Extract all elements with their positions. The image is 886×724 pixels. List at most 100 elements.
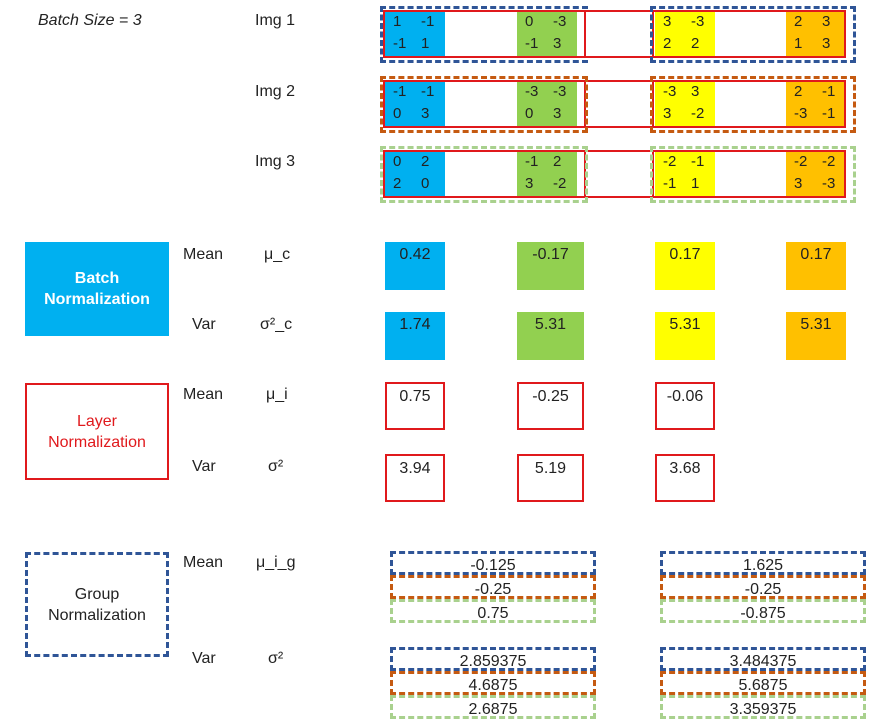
feature-map-value: -1 [525, 35, 539, 52]
feature-map-value: 1 [691, 175, 700, 192]
bn-var-c1: 1.74 [385, 312, 445, 360]
gn-mean-g1-img2: -0.25 [390, 575, 596, 599]
img3-label: Img 3 [255, 153, 296, 170]
layer-norm-box-img1-left [383, 10, 586, 58]
feature-map-value: 1 [421, 35, 430, 52]
feature-map-cell: -1 -1 0 3 [385, 82, 445, 126]
bn-mean-label: Mean [183, 246, 224, 263]
batch-size-label: Batch Size = 3 [38, 12, 142, 29]
feature-map-cell: -2 -1 -1 1 [655, 152, 715, 196]
feature-map-value: 0 [525, 105, 534, 122]
ln-var-img1: 3.94 [385, 454, 445, 502]
feature-map-cell: -1 2 3 -2 [517, 152, 577, 196]
feature-map-value: 2 [421, 153, 430, 170]
feature-map-value: 2 [691, 35, 700, 52]
bn-var-c4: 5.31 [786, 312, 846, 360]
layer-norm-title: Layer Normalization [25, 383, 169, 480]
feature-map-value: 3 [663, 13, 672, 30]
gn-mean-g1-img3: 0.75 [390, 599, 596, 623]
feature-map-value: 2 [393, 175, 402, 192]
feature-map-value: -2 [691, 105, 705, 122]
feature-map-value: -3 [822, 175, 836, 192]
feature-map-value: 3 [691, 83, 700, 100]
ln-mean-img3: -0.06 [655, 382, 715, 430]
ln-mean-img2: -0.25 [517, 382, 584, 430]
gn-mean-g2-img2: -0.25 [660, 575, 866, 599]
gn-var-g2-img2: 5.6875 [660, 671, 866, 695]
feature-map-value: -2 [553, 175, 567, 192]
ln-var-symbol: σ² [268, 458, 284, 475]
layer-norm-line-img2 [586, 80, 652, 128]
feature-map-value: -2 [822, 153, 836, 170]
ln-mean-label: Mean [183, 386, 224, 403]
feature-map-value: -3 [553, 13, 567, 30]
batch-norm-title: Batch Normalization [25, 242, 169, 336]
ln-mean-symbol: μ_i [266, 386, 288, 403]
feature-map-value: 2 [553, 153, 562, 170]
gn-mean-g2-img3: -0.875 [660, 599, 866, 623]
feature-map-value: -1 [421, 13, 435, 30]
feature-map-value: -1 [393, 35, 407, 52]
feature-map-cell: 2 3 1 3 [786, 12, 846, 56]
bn-var-symbol: σ²_c [260, 316, 293, 333]
feature-map-value: -3 [525, 83, 539, 100]
gn-var-g1-img3: 2.6875 [390, 695, 596, 719]
layer-norm-line-img3 [586, 150, 652, 198]
feature-map-value: 3 [553, 105, 562, 122]
feature-map-value: 0 [525, 13, 534, 30]
feature-map-value: 0 [393, 105, 402, 122]
gn-var-g1-img1: 2.859375 [390, 647, 596, 671]
bn-var-label: Var [192, 316, 216, 333]
ln-var-img3: 3.68 [655, 454, 715, 502]
gn-var-g2-img1: 3.484375 [660, 647, 866, 671]
group-box-img2-g1 [380, 76, 588, 133]
feature-map-value: -1 [822, 83, 836, 100]
group-box-img1-g2 [650, 6, 856, 63]
feature-map-value: -1 [822, 105, 836, 122]
layer-norm-box-img3-right [652, 150, 846, 198]
feature-map-value: -3 [663, 83, 677, 100]
feature-map-value: -3 [691, 13, 705, 30]
feature-map-value: -3 [553, 83, 567, 100]
feature-map-cell: 0 -3 -1 3 [517, 12, 577, 56]
feature-map-value: -1 [421, 83, 435, 100]
bn-mean-c1: 0.42 [385, 242, 445, 290]
feature-map-cell: 0 2 2 0 [385, 152, 445, 196]
bn-mean-c2: -0.17 [517, 242, 584, 290]
ln-var-img2: 5.19 [517, 454, 584, 502]
feature-map-value: 0 [393, 153, 402, 170]
gn-var-label: Var [192, 650, 216, 667]
img1-label: Img 1 [255, 12, 296, 29]
group-box-img1-g1 [380, 6, 588, 63]
feature-map-value: 1 [393, 13, 402, 30]
layer-norm-line-img1 [586, 10, 652, 58]
feature-map-value: 2 [794, 13, 803, 30]
group-norm-title: Group Normalization [25, 552, 169, 657]
gn-mean-symbol: μ_i_g [256, 554, 296, 571]
bn-mean-c4: 0.17 [786, 242, 846, 290]
group-box-img3-g2 [650, 146, 856, 203]
gn-mean-label: Mean [183, 554, 224, 571]
feature-map-value: 3 [553, 35, 562, 52]
feature-map-cell: 1 -1 -1 1 [385, 12, 445, 56]
feature-map-value: 3 [663, 105, 672, 122]
gn-mean-g1-img1: -0.125 [390, 551, 596, 575]
gn-mean-g2-img1: 1.625 [660, 551, 866, 575]
feature-map-value: 3 [822, 13, 831, 30]
bn-mean-symbol: μ_c [264, 246, 291, 263]
gn-var-symbol: σ² [268, 650, 284, 667]
feature-map-value: 3 [794, 175, 803, 192]
bn-var-c2: 5.31 [517, 312, 584, 360]
img2-label: Img 2 [255, 83, 296, 100]
feature-map-value: 3 [525, 175, 534, 192]
feature-map-cell: -3 -3 0 3 [517, 82, 577, 126]
feature-map-value: 0 [421, 175, 430, 192]
group-box-img2-g2 [650, 76, 856, 133]
feature-map-value: 1 [794, 35, 803, 52]
feature-map-value: -1 [525, 153, 539, 170]
feature-map-value: -1 [691, 153, 705, 170]
feature-map-value: -1 [663, 175, 677, 192]
feature-map-value: -2 [663, 153, 677, 170]
feature-map-value: -2 [794, 153, 808, 170]
bn-var-c3: 5.31 [655, 312, 715, 360]
